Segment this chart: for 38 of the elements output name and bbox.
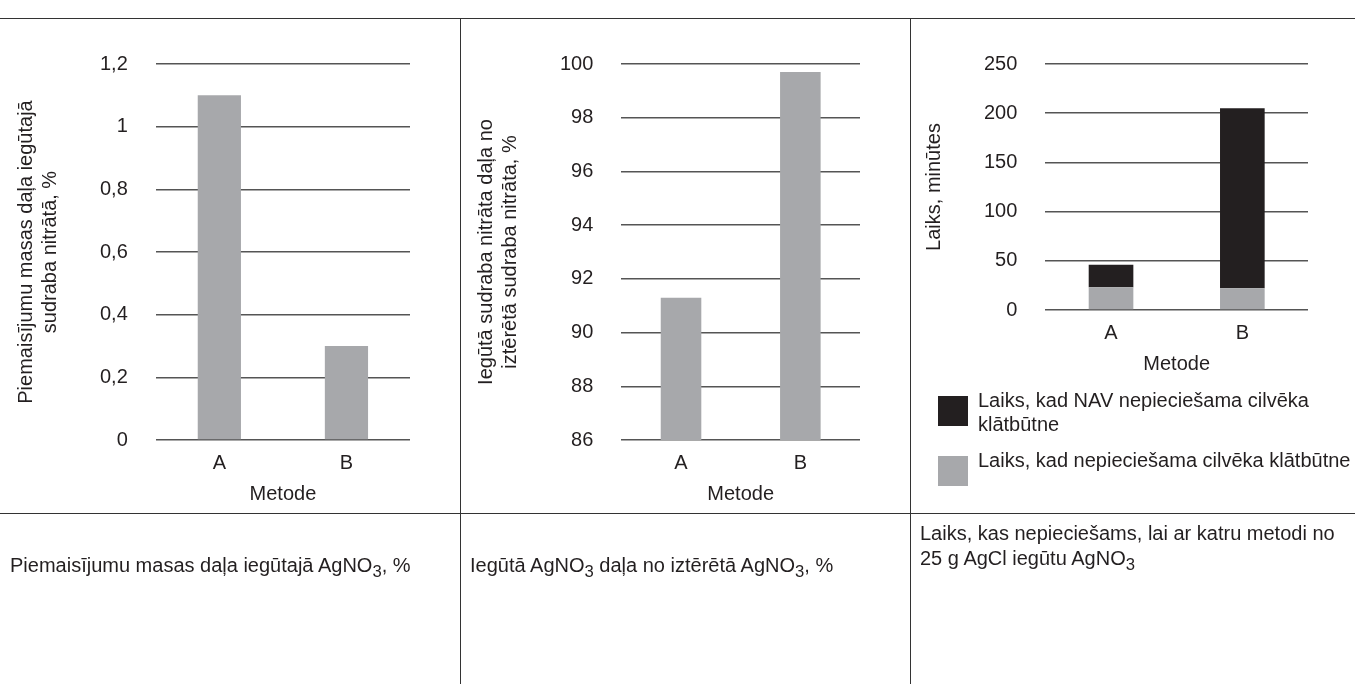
text: Iegūtā AgNO$_{3}$ daļa no iztērētā AgNO$_{3}$, % (470, 553, 835, 583)
y-tick-label: 96 (571, 158, 594, 181)
y-tick-label: 100 (559, 51, 594, 74)
y-tick-label: 1,2 (99, 51, 128, 74)
y-tick-label: 88 (571, 373, 594, 396)
x-tick-label: B (339, 450, 354, 473)
y-tick-label: 0 (1006, 297, 1018, 320)
y-tick-label: 150 (983, 149, 1018, 172)
y-tick-label: 92 (571, 266, 594, 289)
y-tick-label: 100 (983, 199, 1018, 222)
legend-label: Laiks, kad NAV nepieciešama cilvēka klātbūtne (978, 388, 1310, 436)
text: Laiks, kas nepieciešams, lai ar katru metodi no 25 g AgCl iegūtu AgNO$_{3}$ (920, 521, 1336, 576)
y-axis-title: Iegūtā sudraba nitrāta daļa no iztērētā sudraba nitrāta, % (473, 119, 520, 385)
x-axis-title: Metode (1143, 351, 1211, 374)
y-tick-label: 94 (571, 212, 594, 235)
x-tick-label: B (1235, 320, 1250, 343)
y-axis-title: Piemaisījumu masas daļa iegūtajā sudraba nitrātā, % (13, 99, 60, 404)
y-tick-label: 50 (995, 248, 1018, 271)
y-tick-label: 200 (983, 100, 1018, 123)
x-tick-label: A (674, 450, 689, 473)
y-tick-label: 0,2 (99, 364, 128, 387)
y-tick-label: 250 (983, 51, 1018, 74)
y-tick-label: 0,8 (99, 176, 128, 199)
y-tick-label: 86 (571, 427, 594, 450)
x-tick-label: A (212, 450, 227, 473)
x-tick-label: B (793, 450, 808, 473)
legend-label: Laiks, kad nepieciešama cilvēka klātbūtne (978, 448, 1351, 472)
y-tick-label: 0 (116, 427, 128, 450)
x-axis-title: Metode (707, 481, 775, 504)
y-tick-label: 98 (571, 105, 594, 128)
y-axis-title: Laiks, minūtes (921, 123, 944, 251)
y-tick-label: 0,6 (99, 239, 128, 262)
text: Piemaisījumu masas daļa iegūtajā AgNO$_{3}$, % (10, 553, 412, 583)
y-tick-label: 0,4 (99, 302, 128, 325)
y-tick-label: 1 (116, 114, 128, 137)
x-axis-title: Metode (249, 481, 317, 504)
y-tick-label: 90 (571, 320, 594, 343)
x-tick-label: A (1104, 320, 1119, 343)
